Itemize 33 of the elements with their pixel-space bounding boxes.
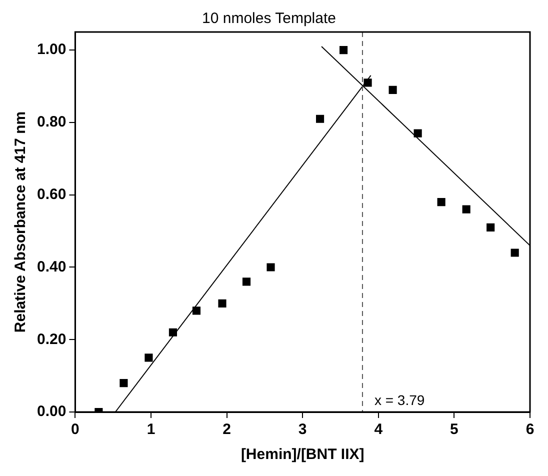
point <box>462 205 470 214</box>
point <box>364 78 372 87</box>
point <box>388 86 397 94</box>
x-tick-label: 3 <box>298 421 307 438</box>
ref-line-label: x = 3.79 <box>374 392 425 408</box>
y-tick-label: 0.80 <box>36 114 66 131</box>
point <box>120 379 128 388</box>
x-axis-title: [Hemin]/[BNT IIX] <box>240 446 364 464</box>
point <box>218 299 226 308</box>
x-tick-label: 1 <box>146 421 156 438</box>
x-tick-label: 5 <box>450 421 458 438</box>
point <box>168 328 178 336</box>
point <box>144 354 153 362</box>
y-tick-label: 0.40 <box>36 258 66 276</box>
x-tick-label: 4 <box>374 421 384 438</box>
x-tick-label: 0 <box>71 421 80 438</box>
y-tick-label: 1.00 <box>36 41 66 58</box>
point <box>339 46 348 54</box>
point <box>437 198 446 206</box>
y-tick-label: 0.00 <box>36 403 66 420</box>
point <box>510 248 519 257</box>
y-axis-title: Relative Absorbance at 417 nm <box>12 111 30 333</box>
x-tick-label: 6 <box>526 421 534 438</box>
point <box>242 278 251 286</box>
point <box>266 263 275 272</box>
chart-title: 10 nmoles Template <box>202 10 336 28</box>
y-tick-label: 0.60 <box>36 186 66 203</box>
point <box>486 223 495 232</box>
x-tick-label: 2 <box>222 421 231 438</box>
y-tick-label: 0.20 <box>36 330 66 348</box>
point <box>316 114 324 123</box>
point <box>414 129 422 138</box>
point <box>192 306 201 315</box>
